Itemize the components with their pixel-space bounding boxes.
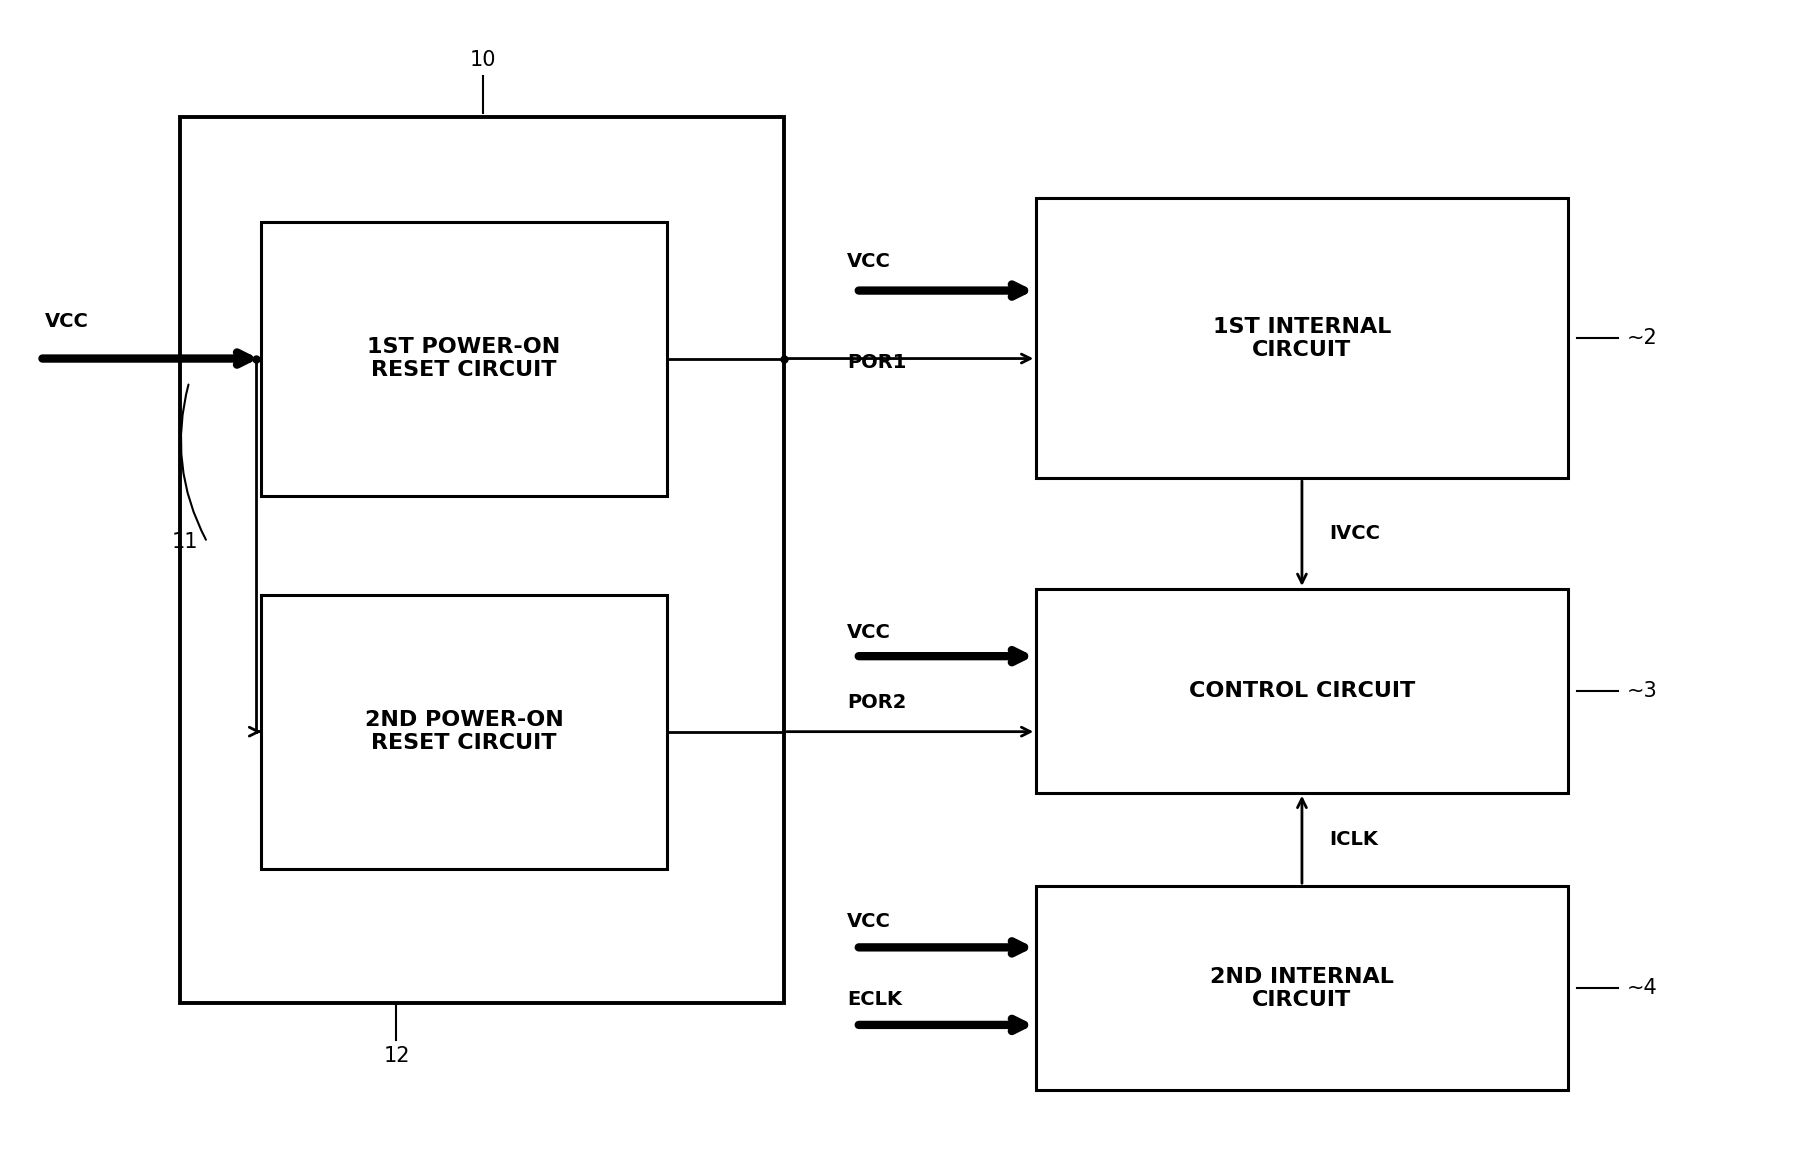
Text: 10: 10 — [470, 50, 496, 70]
Text: ~3: ~3 — [1627, 681, 1658, 701]
Text: ~2: ~2 — [1627, 328, 1658, 349]
Text: VCC: VCC — [847, 624, 890, 642]
Text: ICLK: ICLK — [1328, 830, 1379, 849]
Text: 12: 12 — [384, 1046, 409, 1066]
Bar — [261, 222, 667, 496]
Text: VCC: VCC — [847, 912, 890, 932]
Text: CONTROL CIRCUIT: CONTROL CIRCUIT — [1189, 681, 1415, 701]
Text: 11: 11 — [171, 532, 198, 553]
Text: ECLK: ECLK — [847, 990, 903, 1009]
Text: 1ST POWER-ON
RESET CIRCUIT: 1ST POWER-ON RESET CIRCUIT — [368, 337, 560, 380]
Text: IVCC: IVCC — [1328, 524, 1380, 543]
Bar — [180, 117, 784, 1003]
Bar — [261, 595, 667, 869]
Bar — [1036, 198, 1568, 478]
Text: 2ND POWER-ON
RESET CIRCUIT: 2ND POWER-ON RESET CIRCUIT — [364, 710, 564, 753]
Text: 2ND INTERNAL
CIRCUIT: 2ND INTERNAL CIRCUIT — [1209, 967, 1395, 1010]
Text: POR2: POR2 — [847, 693, 906, 711]
Text: 1ST INTERNAL
CIRCUIT: 1ST INTERNAL CIRCUIT — [1213, 316, 1391, 360]
Text: ~4: ~4 — [1627, 978, 1658, 998]
Text: VCC: VCC — [45, 311, 88, 331]
Bar — [1036, 886, 1568, 1090]
Bar — [1036, 589, 1568, 793]
Text: POR1: POR1 — [847, 353, 906, 372]
Text: VCC: VCC — [847, 252, 890, 271]
